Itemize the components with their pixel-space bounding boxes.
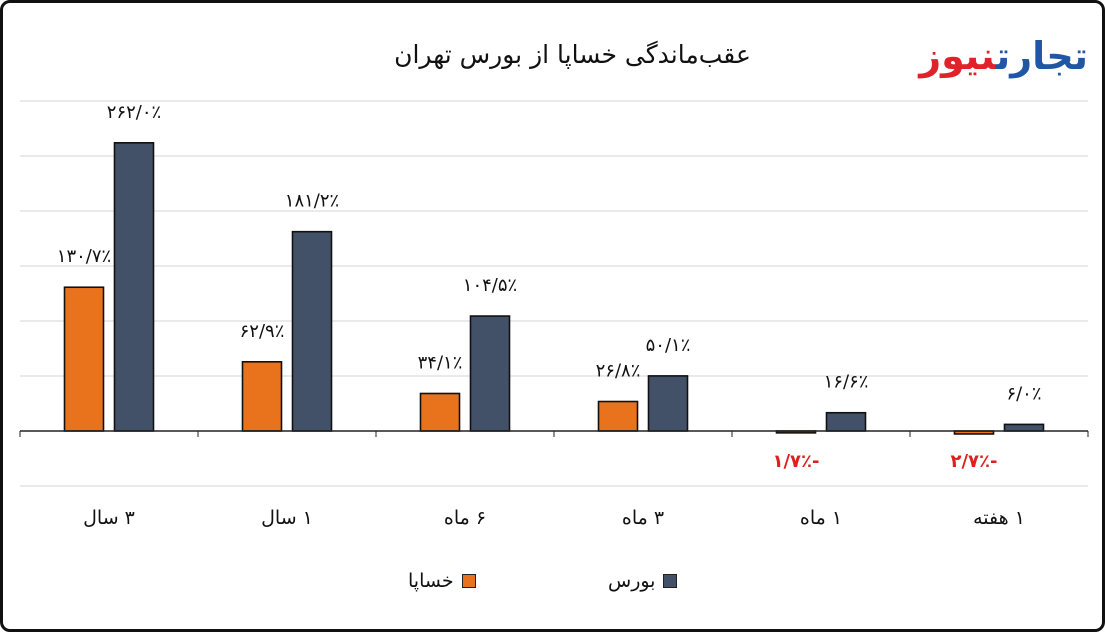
bar xyxy=(597,400,639,432)
category-label: ۳ سال xyxy=(83,507,135,529)
chart-title: عقب‌ماندگی خساپا از بورس تهران xyxy=(394,40,751,69)
data-label: ۲/۷٪- xyxy=(950,451,997,472)
data-label: ۲۶/۸٪ xyxy=(596,361,641,382)
data-label: ۳۴/۱٪ xyxy=(418,352,463,373)
bar xyxy=(113,142,155,432)
legend-item-khasapa: خساپا xyxy=(408,570,476,592)
legend-swatch-khasapa xyxy=(461,574,476,588)
category-label: ۱ هفته xyxy=(973,507,1025,529)
bar xyxy=(825,411,867,432)
category-label: ۶ ماه xyxy=(444,507,486,529)
category-label: ۳ ماه xyxy=(622,507,664,529)
legend-label-khasapa: خساپا xyxy=(408,570,454,592)
bar xyxy=(63,286,105,432)
data-label: ۱۰۴/۵٪ xyxy=(463,275,517,296)
logo-part2: نیوز xyxy=(919,34,997,78)
data-label: ۱۸۱/۲٪ xyxy=(285,191,339,212)
data-label: ۶/۰٪ xyxy=(1006,383,1041,404)
chart-legend: خساپا بورس xyxy=(0,570,1105,600)
data-label: ۱/۷٪- xyxy=(772,451,819,472)
legend-swatch-bourse xyxy=(663,574,678,588)
bar xyxy=(1003,423,1045,432)
bar xyxy=(241,361,283,432)
bar xyxy=(291,230,333,432)
legend-label-bourse: بورس xyxy=(608,570,656,592)
data-label: ۲۶۲/۰٪ xyxy=(107,102,161,123)
data-label: ۱۳۰/۷٪ xyxy=(57,246,111,267)
bar xyxy=(469,315,511,432)
category-label: ۱ سال xyxy=(261,507,313,529)
legend-item-bourse: بورس xyxy=(608,570,678,592)
brand-logo: تجارتنیوز xyxy=(888,28,1089,84)
logo-part1: تجارت xyxy=(995,34,1089,78)
bar xyxy=(419,392,461,432)
data-label: ۶۲/۹٪ xyxy=(240,321,285,342)
category-label: ۱ ماه xyxy=(800,507,842,529)
bar xyxy=(647,375,689,432)
data-label: ۱۶/۶٪ xyxy=(824,372,869,393)
data-label: ۵۰/۱٪ xyxy=(646,335,691,356)
